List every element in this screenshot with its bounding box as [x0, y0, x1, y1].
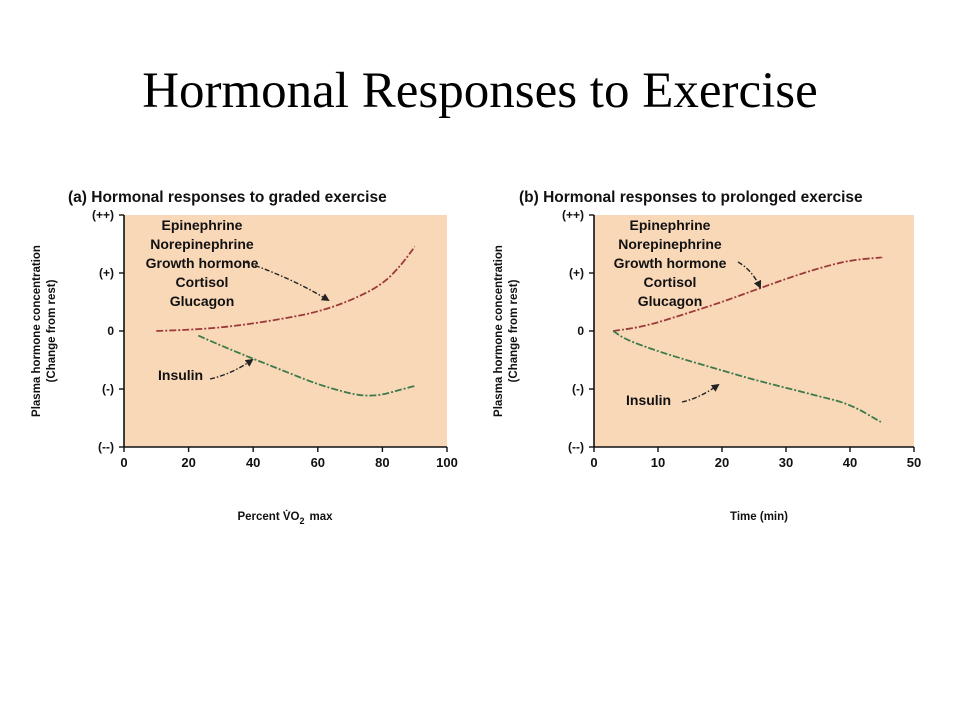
x-axis-label-tail: max	[309, 511, 333, 523]
chart-title: (b) Hormonal responses to prolonged exer…	[519, 189, 863, 206]
x-tick-label: 40	[843, 455, 857, 470]
annotation-arrow-insulin	[681, 383, 720, 403]
x-tick-label: 60	[311, 455, 325, 470]
plot-area	[124, 215, 447, 447]
series-label-insulin: Insulin	[626, 392, 671, 408]
annotation-arrow-rising	[737, 261, 762, 289]
series-label-epinephrine: Epinephrine	[630, 217, 711, 233]
chart-panel-a: (a) Hormonal responses to graded exercis…	[31, 189, 458, 526]
series-line-insulin	[197, 334, 416, 397]
plot-area	[594, 215, 914, 447]
x-tick-label: 50	[907, 455, 921, 470]
x-axis-label-main: Percent V̇O	[237, 510, 299, 523]
series-label-cortisol: Cortisol	[176, 274, 229, 290]
y-tick-label: (++)	[562, 208, 584, 222]
x-axis-label-main: Time (min)	[730, 511, 788, 523]
series-line-insulin	[612, 330, 883, 424]
chart-panel-b: (b) Hormonal responses to prolonged exer…	[493, 189, 921, 523]
x-tick-label: 80	[375, 455, 389, 470]
y-tick-label: (-)	[102, 382, 114, 396]
y-axis-label: Plasma hormone concentration	[493, 245, 505, 417]
x-axis-label-subscript: 2	[299, 516, 304, 526]
series-label-norepinephrine: Norepinephrine	[618, 236, 722, 252]
y-axis-sublabel: (Change from rest)	[46, 279, 58, 382]
series-label-norepinephrine: Norepinephrine	[150, 236, 254, 252]
y-tick-label: (--)	[98, 440, 114, 454]
y-tick-label: (+)	[99, 266, 114, 280]
y-tick-label: (-)	[572, 382, 584, 396]
y-tick-label: 0	[577, 324, 584, 338]
series-label-growth-hormone: Growth hormone	[146, 255, 259, 271]
series-label-glucagon: Glucagon	[638, 293, 703, 309]
y-tick-label: (--)	[568, 440, 584, 454]
x-tick-label: 30	[779, 455, 793, 470]
x-axis-label: Percent V̇O2 max	[237, 510, 333, 526]
y-tick-label: (+)	[569, 266, 584, 280]
x-tick-label: 20	[715, 455, 729, 470]
slide-title: Hormonal Responses to Exercise	[142, 63, 818, 119]
y-axis-sublabel: (Change from rest)	[508, 279, 520, 382]
annotation-arrow-insulin	[209, 358, 254, 380]
series-label-cortisol: Cortisol	[644, 274, 697, 290]
series-line-rising	[156, 246, 416, 332]
x-tick-label: 10	[651, 455, 665, 470]
series-line-rising	[613, 256, 883, 332]
x-tick-label: 100	[436, 455, 458, 470]
series-label-growth-hormone: Growth hormone	[614, 255, 727, 271]
y-axis-label: Plasma hormone concentration	[31, 245, 43, 417]
x-tick-label: 20	[181, 455, 195, 470]
chart-title: (a) Hormonal responses to graded exercis…	[68, 189, 387, 206]
y-tick-label: (++)	[92, 208, 114, 222]
x-tick-label: 0	[590, 455, 597, 470]
series-label-glucagon: Glucagon	[170, 293, 235, 309]
x-axis-label: Time (min)	[730, 511, 788, 523]
series-label-epinephrine: Epinephrine	[162, 217, 243, 233]
x-tick-label: 40	[246, 455, 260, 470]
series-label-insulin: Insulin	[158, 367, 203, 383]
y-tick-label: 0	[107, 324, 114, 338]
x-tick-label: 0	[120, 455, 127, 470]
